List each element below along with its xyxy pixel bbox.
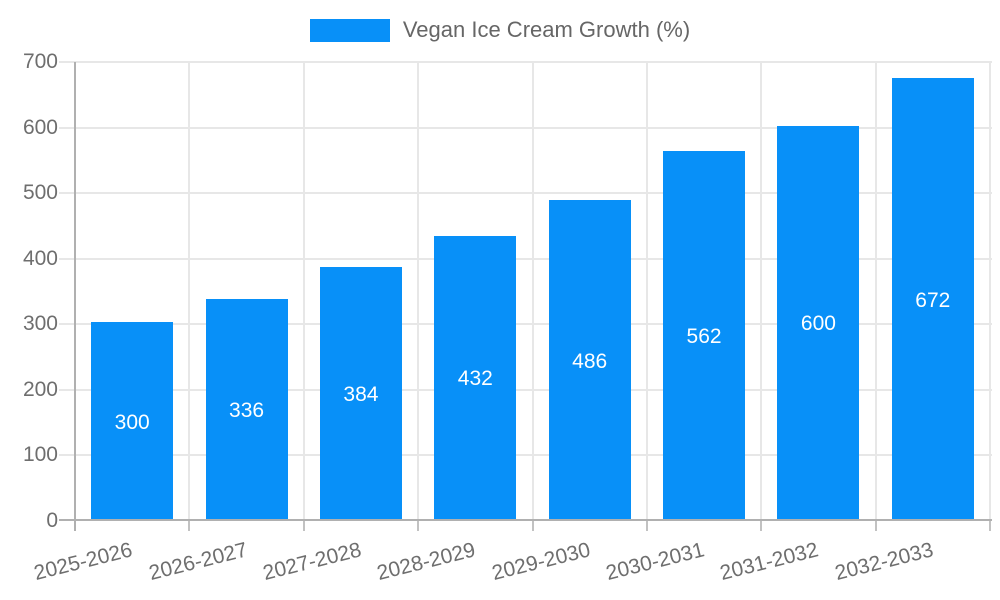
- bar[interactable]: [319, 267, 402, 519]
- y-axis-tick-label: 0: [46, 509, 58, 532]
- bar[interactable]: [205, 298, 288, 519]
- v-gridline: [188, 62, 191, 521]
- h-gridline: [59, 126, 992, 129]
- v-gridline: [989, 62, 991, 521]
- x-axis-line: [59, 519, 992, 521]
- bar-value-label: 562: [686, 324, 722, 348]
- v-gridline: [874, 62, 877, 521]
- h-gridline: [59, 323, 992, 326]
- bar[interactable]: [663, 150, 746, 519]
- bar[interactable]: [434, 235, 517, 519]
- x-axis-tick: [302, 521, 305, 531]
- plot-area: 0 100 200 300 400 500 600 700 300 2025-2026 336 202…: [23, 50, 992, 585]
- bar-value-label: 300: [114, 410, 150, 434]
- bar[interactable]: [891, 78, 974, 519]
- bar-value-label: 672: [915, 288, 951, 312]
- legend[interactable]: Vegan Ice Cream Growth (%): [0, 18, 1000, 42]
- v-gridline: [531, 62, 534, 521]
- bar-value-label: 432: [457, 367, 493, 391]
- bar-value-label: 336: [229, 398, 265, 422]
- bar-value-label: 384: [343, 383, 379, 407]
- x-axis-tick: [645, 521, 648, 531]
- v-gridline: [302, 62, 305, 521]
- h-gridline: [59, 454, 992, 457]
- bar-value-label: 600: [800, 312, 836, 336]
- legend-label: Vegan Ice Cream Growth (%): [402, 17, 691, 42]
- y-axis-tick-label: 700: [22, 50, 58, 73]
- y-axis-tick-label: 600: [22, 115, 58, 139]
- x-axis-tick: [188, 521, 191, 531]
- v-gridline: [645, 62, 648, 521]
- x-axis-tick: [417, 521, 420, 531]
- h-gridline: [59, 257, 992, 260]
- v-gridline: [760, 62, 763, 521]
- x-axis-tick: [989, 521, 991, 531]
- x-axis-tick: [760, 521, 763, 531]
- bar-value-label: 486: [572, 349, 608, 373]
- x-axis-tick: [874, 521, 877, 531]
- y-axis-tick-label: 500: [22, 181, 58, 205]
- bar[interactable]: [91, 322, 174, 519]
- h-gridline: [59, 61, 992, 63]
- h-gridline: [59, 388, 992, 391]
- h-gridline: [59, 192, 992, 195]
- y-axis-tick-label: 200: [22, 377, 58, 401]
- legend-swatch: [309, 18, 390, 42]
- x-axis-tick: [531, 521, 534, 531]
- bar[interactable]: [548, 200, 631, 519]
- y-axis-line: [74, 62, 76, 531]
- y-axis-tick-label: 100: [22, 443, 58, 467]
- y-axis-tick-label: 400: [22, 246, 58, 270]
- bar[interactable]: [777, 125, 860, 519]
- y-axis-tick-label: 300: [22, 312, 58, 336]
- v-gridline: [417, 62, 420, 521]
